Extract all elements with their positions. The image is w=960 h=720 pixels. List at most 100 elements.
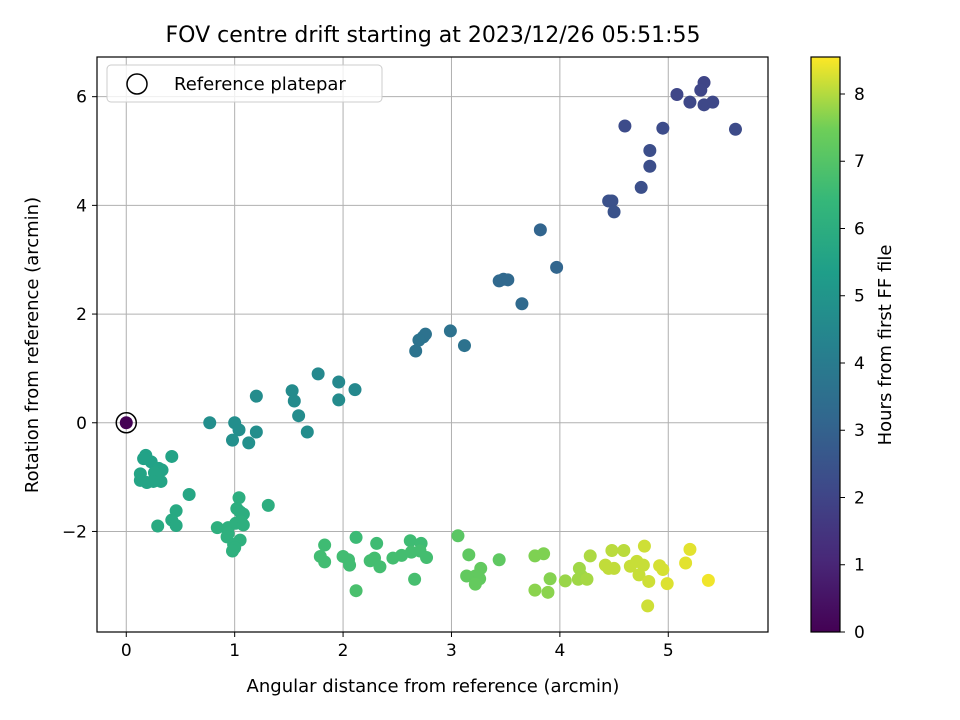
y-axis-ticks: −2 0 2 4 6: [62, 88, 97, 542]
legend: Reference platepar: [106, 64, 383, 103]
data-point: [558, 574, 572, 588]
data-point: [232, 491, 246, 505]
colorbar-tick-label: 1: [854, 556, 865, 576]
data-point: [236, 518, 250, 532]
data-point: [583, 549, 597, 563]
data-point: [618, 119, 632, 133]
data-point: [443, 324, 457, 338]
data-point: [249, 425, 263, 439]
data-point: [370, 536, 384, 550]
data-point: [412, 333, 426, 347]
x-tick-label: 0: [121, 641, 132, 661]
plot-background: [97, 57, 768, 632]
data-point: [343, 558, 357, 572]
colorbar-gradient: [811, 57, 840, 632]
data-point: [408, 572, 422, 586]
data-point: [660, 577, 674, 591]
data-point: [285, 384, 299, 398]
data-point: [580, 572, 594, 586]
data-point: [501, 273, 515, 287]
data-point: [261, 498, 275, 512]
plot-area: 0 1 2 3 4 5 −2 0 2 4 6: [62, 56, 769, 661]
chart-title: FOV centre drift starting at 2023/12/26 …: [166, 23, 701, 48]
data-point: [515, 297, 529, 311]
data-point: [637, 539, 651, 553]
data-points: [133, 76, 742, 613]
colorbar-label: Hours from first FF file: [875, 245, 896, 446]
data-point: [292, 409, 306, 423]
data-point: [541, 585, 555, 599]
x-axis-label: Angular distance from reference (arcmin): [247, 676, 620, 697]
data-point: [182, 488, 196, 501]
colorbar-tick-label: 4: [854, 354, 865, 374]
data-point: [373, 560, 387, 574]
data-point: [462, 548, 476, 562]
data-point: [300, 425, 314, 439]
data-point: [683, 95, 697, 109]
data-point: [607, 561, 621, 575]
reference-point: [119, 416, 133, 430]
data-point: [656, 563, 670, 576]
legend-label: Reference platepar: [174, 74, 346, 95]
colorbar-tick-label: 8: [854, 85, 865, 105]
data-point: [332, 393, 346, 407]
data-point: [210, 521, 224, 535]
data-point: [728, 122, 742, 136]
data-point: [349, 530, 363, 544]
data-point: [249, 389, 263, 403]
data-point: [634, 180, 648, 194]
y-tick-label: 2: [76, 305, 87, 325]
data-point: [403, 534, 417, 548]
x-tick-label: 2: [338, 641, 349, 661]
colorbar-tick-label: 5: [854, 287, 865, 307]
colorbar-ticks: 0 1 2 3 4 5 6 7 8: [840, 85, 865, 643]
data-point: [287, 394, 301, 408]
x-tick-label: 3: [446, 641, 457, 661]
colorbar-tick-label: 0: [854, 623, 865, 643]
data-point: [643, 159, 657, 173]
data-point: [533, 223, 547, 237]
reference-marker: [115, 412, 138, 434]
plot-frame: [96, 56, 769, 633]
data-point: [706, 95, 720, 109]
data-point: [643, 143, 657, 157]
data-point: [226, 433, 240, 447]
data-point: [165, 449, 179, 463]
x-axis-ticks: 0 1 2 3 4 5: [121, 632, 674, 661]
data-point: [318, 538, 332, 552]
reference-ring: [115, 412, 138, 434]
data-point: [670, 88, 684, 101]
data-point: [457, 339, 471, 353]
x-tick-label: 1: [229, 641, 240, 661]
data-point: [617, 543, 631, 557]
data-point: [683, 542, 697, 556]
colorbar-tick-label: 6: [854, 219, 865, 239]
data-point: [679, 556, 693, 570]
data-point: [348, 383, 362, 397]
y-tick-label: 0: [76, 414, 87, 434]
data-point: [169, 518, 183, 532]
data-point: [636, 558, 650, 572]
data-point: [242, 436, 256, 450]
colorbar-tick-label: 2: [854, 488, 865, 508]
data-point: [492, 553, 506, 567]
data-point: [409, 344, 423, 358]
data-point: [151, 519, 165, 533]
data-point: [701, 573, 715, 587]
data-point: [395, 548, 409, 562]
data-point: [226, 544, 240, 558]
data-point: [311, 367, 325, 381]
colorbar-tick-label: 3: [854, 421, 865, 441]
legend-hollow-circle-icon: [126, 73, 148, 95]
legend-box: [106, 64, 383, 103]
data-point: [468, 577, 482, 591]
y-tick-label: −2: [62, 522, 87, 542]
data-point: [656, 121, 670, 135]
data-point: [154, 474, 168, 488]
data-point: [318, 555, 332, 569]
data-point: [528, 583, 542, 597]
x-tick-label: 5: [663, 641, 674, 661]
data-point: [420, 551, 434, 565]
data-point: [550, 260, 564, 274]
